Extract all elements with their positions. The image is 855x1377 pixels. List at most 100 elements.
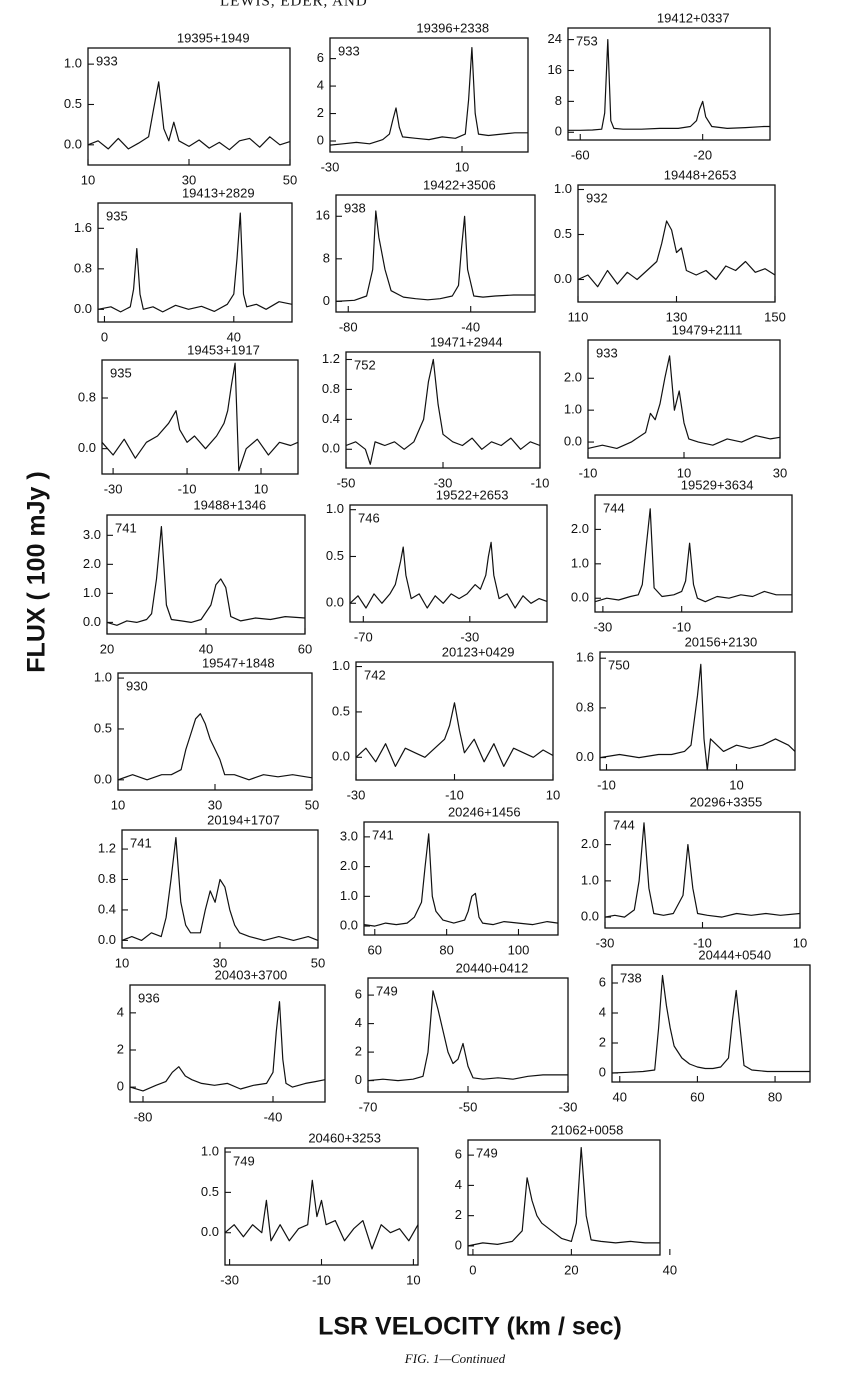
panel-title: 20440+0412: [456, 960, 529, 975]
y-tick-label: 1.0: [94, 670, 112, 685]
panel-annotation: 933: [596, 345, 618, 360]
panel-frame: [329, 37, 529, 153]
x-tick-label: 10: [115, 955, 129, 970]
panel-frame: [363, 821, 559, 936]
x-tick-label: 40: [199, 641, 213, 656]
y-tick-label: 1.2: [322, 351, 340, 366]
spectrum-line: [568, 39, 770, 131]
x-tick-label: 10: [455, 159, 469, 174]
x-tick-label: 10: [406, 1272, 420, 1287]
y-tick-label: 1.0: [340, 888, 358, 903]
x-tick-label: 110: [568, 309, 589, 324]
panel-title: 20403+3700: [215, 967, 288, 982]
y-tick-label: 1.2: [98, 840, 116, 855]
y-tick-label: 0.5: [64, 96, 82, 111]
panel-title: 19479+2111: [672, 322, 743, 337]
panel-title: 20246+1456: [448, 804, 521, 819]
spectrum-line: [577, 220, 776, 288]
x-tick-label: 30: [773, 465, 787, 480]
caption: FIG. 1—Continued: [404, 1351, 506, 1366]
y-tick-label: 0.0: [94, 771, 112, 786]
x-tick-label: 50: [283, 172, 297, 187]
panel-frame: [594, 494, 793, 613]
y-tick-label: 4: [355, 1015, 362, 1030]
x-tick-label: -50: [337, 475, 356, 490]
panel-title: 19547+1848: [202, 655, 275, 670]
y-tick-label: 24: [548, 31, 562, 46]
y-tick-label: 0.8: [576, 699, 594, 714]
y-tick-label: 16: [316, 208, 330, 223]
y-tick-label: 0.0: [322, 441, 340, 456]
x-tick-label: 60: [298, 641, 312, 656]
y-tick-label: 4: [455, 1177, 462, 1192]
x-tick-label: 20: [564, 1262, 578, 1277]
y-tick-label: 0.0: [74, 301, 92, 316]
panel-title: 20194+1707: [207, 812, 280, 827]
y-tick-label: 1.0: [554, 181, 572, 196]
x-tick-label: -30: [460, 629, 479, 644]
spectrum-line: [363, 833, 559, 927]
panel-title: 19448+2653: [664, 167, 737, 182]
y-tick-label: 0: [555, 124, 562, 139]
y-tick-label: 0.0: [78, 440, 96, 455]
x-tick-label: 0: [101, 329, 108, 344]
y-tick-label: 2.0: [340, 858, 358, 873]
y-tick-label: 8: [323, 250, 330, 265]
y-tick-label: 1.0: [581, 872, 599, 887]
panel-title: 20156+2130: [685, 634, 758, 649]
x-tick-label: -20: [693, 147, 712, 162]
y-tick-label: 2.0: [571, 521, 589, 536]
y-tick-label: 0: [317, 132, 324, 147]
y-tick-label: 0.4: [98, 901, 116, 916]
panel-title: 20444+0540: [698, 947, 771, 962]
spectrum-line: [224, 1179, 419, 1250]
y-tick-label: 1.0: [332, 658, 350, 673]
panel-annotation: 742: [364, 667, 386, 682]
y-tick-label: 1.0: [201, 1143, 219, 1158]
y-axis-label: FLUX ( 100 mJy ): [23, 471, 51, 672]
panel-annotation: 741: [130, 835, 152, 850]
x-tick-label: -10: [178, 481, 197, 496]
y-tick-label: 0: [355, 1072, 362, 1087]
y-tick-label: 6: [599, 974, 606, 989]
spectrum-line: [329, 47, 528, 146]
y-tick-label: 2: [117, 1041, 124, 1056]
spectrum-line: [467, 1147, 660, 1247]
x-tick-label: 10: [546, 787, 560, 802]
panel-frame: [101, 359, 299, 475]
spectrum-line: [611, 974, 810, 1074]
panel-annotation: 749: [233, 1153, 255, 1168]
spectrum-line: [355, 702, 554, 767]
y-tick-label: 3.0: [340, 828, 358, 843]
panel-frame: [335, 194, 536, 313]
x-tick-label: 10: [729, 777, 743, 792]
y-tick-label: 0: [455, 1237, 462, 1252]
x-tick-label: -40: [264, 1109, 283, 1124]
x-tick-label: 10: [793, 935, 807, 950]
x-tick-label: -40: [461, 319, 480, 334]
panel-annotation: 933: [338, 43, 360, 58]
y-tick-label: 2: [599, 1034, 606, 1049]
x-tick-label: 60: [690, 1089, 704, 1104]
spectrum-line: [97, 212, 293, 313]
x-tick-label: -30: [596, 935, 615, 950]
panel-annotation: 752: [354, 357, 376, 372]
y-tick-label: 0.0: [332, 749, 350, 764]
panel-frame: [599, 651, 796, 771]
panel-annotation: 746: [358, 510, 380, 525]
x-tick-label: -80: [134, 1109, 153, 1124]
x-tick-label: 20: [100, 641, 114, 656]
x-tick-label: -30: [220, 1272, 239, 1287]
y-tick-label: 0.0: [576, 749, 594, 764]
x-tick-label: 40: [613, 1089, 627, 1104]
spectrum-line: [594, 508, 792, 603]
panel-annotation: 935: [106, 208, 128, 223]
panel-annotation: 741: [372, 827, 394, 842]
x-tick-label: -30: [434, 475, 453, 490]
x-tick-label: 50: [305, 797, 319, 812]
x-tick-label: -30: [593, 619, 612, 634]
spectrum-line: [106, 526, 306, 626]
y-tick-label: 0.5: [94, 720, 112, 735]
y-tick-label: 0.0: [581, 909, 599, 924]
x-tick-label: 0: [469, 1262, 476, 1277]
